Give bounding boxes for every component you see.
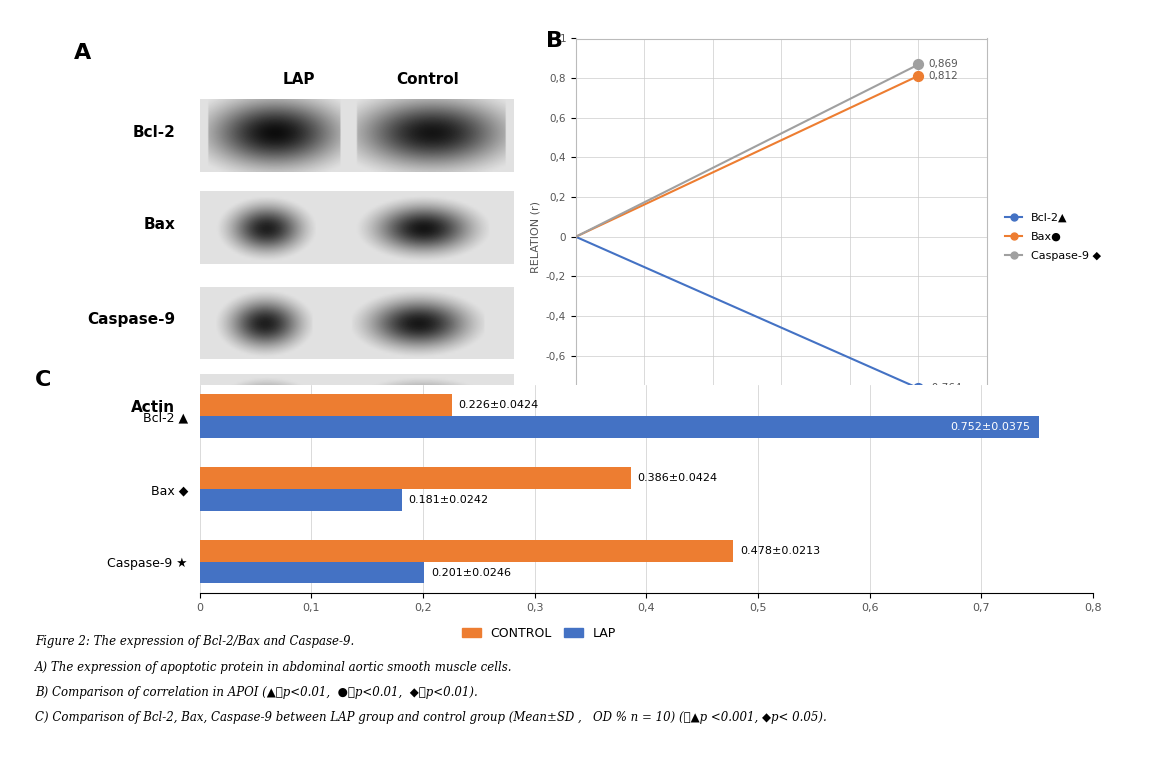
- Point: [909, 382, 928, 394]
- Text: -0,764: -0,764: [928, 383, 962, 393]
- Text: 0.386±0.0424: 0.386±0.0424: [637, 473, 718, 483]
- Bar: [200, 467, 631, 489]
- Text: 0.181±0.0242: 0.181±0.0242: [409, 495, 489, 505]
- Text: C) Comparison of Bcl-2, Bax, Caspase-9 between LAP group and control group (Mean: C) Comparison of Bcl-2, Bax, Caspase-9 b…: [35, 711, 827, 725]
- Text: LAP: LAP: [283, 72, 315, 87]
- Text: B) Comparison of correlation in APOI (▲★p<0.01,  ●★p<0.01,  ◆★p<0.01).: B) Comparison of correlation in APOI (▲★…: [35, 686, 478, 699]
- Text: A) The expression of apoptotic protein in abdominal aortic smooth muscle cells.: A) The expression of apoptotic protein i…: [35, 661, 512, 674]
- Bar: [200, 561, 424, 584]
- Text: Caspase-9: Caspase-9: [87, 313, 175, 327]
- Point: [909, 69, 928, 82]
- Text: 0,869: 0,869: [928, 59, 959, 69]
- Text: A: A: [74, 43, 92, 63]
- Bar: [200, 489, 402, 511]
- Legend: CONTROL, LAP: CONTROL, LAP: [457, 622, 622, 644]
- Text: Control: Control: [396, 72, 459, 87]
- Text: B: B: [546, 31, 563, 51]
- Bar: [200, 540, 733, 561]
- Bar: [200, 417, 1039, 438]
- Point: [909, 59, 928, 71]
- Y-axis label: RELATION (r): RELATION (r): [530, 201, 541, 273]
- X-axis label: APOI★: APOI★: [761, 460, 801, 474]
- Text: Bax: Bax: [143, 216, 175, 232]
- Bar: [200, 394, 452, 417]
- Text: 0.752±0.0375: 0.752±0.0375: [951, 422, 1030, 432]
- Legend: Bcl-2▲, Bax●, Caspase-9 ◆: Bcl-2▲, Bax●, Caspase-9 ◆: [1001, 209, 1106, 265]
- Text: Figure 2: The expression of Bcl-2/Bax and Caspase-9.: Figure 2: The expression of Bcl-2/Bax an…: [35, 635, 355, 648]
- Text: 0,812: 0,812: [928, 71, 959, 81]
- Text: Bcl-2: Bcl-2: [133, 126, 175, 140]
- Text: 0.478±0.0213: 0.478±0.0213: [740, 546, 820, 556]
- Text: C: C: [35, 370, 52, 390]
- Text: 0.201±0.0246: 0.201±0.0246: [431, 567, 511, 578]
- Text: 0.226±0.0424: 0.226±0.0424: [458, 400, 539, 410]
- Text: Actin: Actin: [130, 400, 175, 414]
